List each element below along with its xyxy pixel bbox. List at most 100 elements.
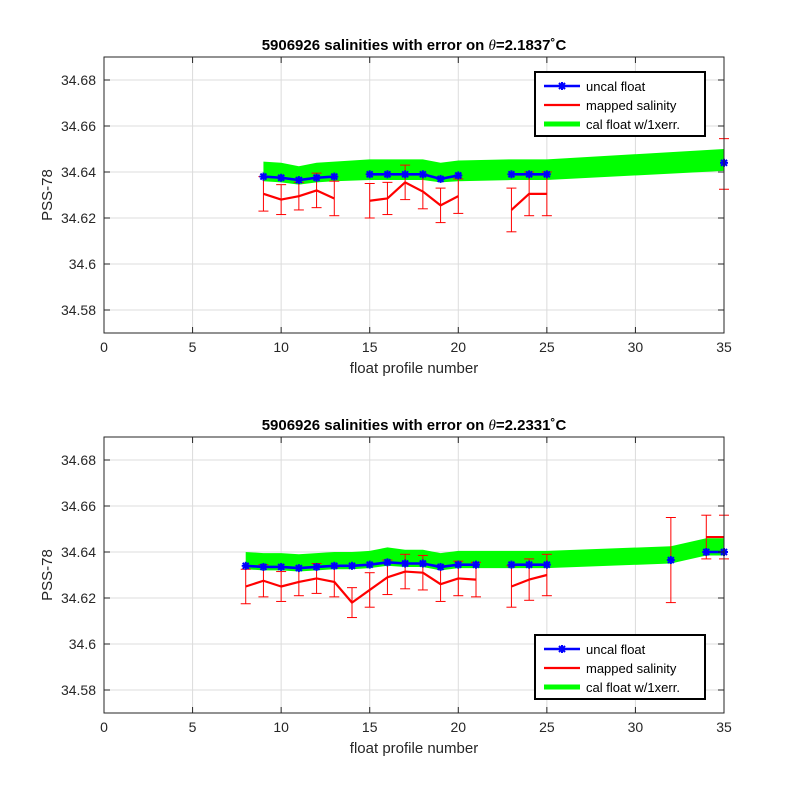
uncal-float-point	[454, 560, 463, 569]
uncal-float-point	[666, 556, 675, 565]
marker-stroke	[454, 171, 462, 180]
error-bar	[276, 571, 287, 602]
title-unit: ˚C	[550, 417, 566, 434]
uncal-float-point	[454, 171, 463, 180]
marker-stroke	[419, 559, 427, 568]
legend: uncal float mapped salinity cal float w/1x…	[534, 634, 706, 700]
bottom-chart: 0 5 10 15 20 25 30 35 34.58 34.6 34.62 34.64 34.66 34…	[39, 417, 732, 757]
mapped-salinity-line	[369, 181, 459, 207]
x-tick-label: 25	[539, 719, 555, 735]
marker-stroke	[242, 562, 250, 570]
x-tick-label: 0	[100, 339, 108, 355]
uncal-float-point	[294, 564, 303, 573]
marker-stroke	[525, 170, 533, 179]
grid	[104, 437, 724, 713]
error-bar	[329, 180, 340, 217]
uncal-float-point	[436, 174, 445, 183]
marker-stroke	[436, 563, 445, 571]
uncal-float-point	[241, 561, 250, 570]
marker-stroke	[543, 170, 551, 179]
marker-stroke	[259, 563, 268, 571]
uncal-float-point	[348, 561, 356, 570]
marker-stroke	[436, 175, 445, 183]
y-tick-label: 34.64	[61, 544, 96, 560]
uncal-float-point	[702, 548, 711, 556]
legend-label: mapped salinity	[586, 98, 677, 113]
x-axis-label: float profile number	[350, 360, 478, 377]
uncal-float-point	[525, 170, 534, 179]
uncal-float-point	[472, 560, 480, 569]
marker-stroke	[525, 560, 533, 569]
uncal-float-point	[507, 560, 516, 569]
uncal-float-point	[436, 562, 445, 571]
legend-label: cal float w/1xerr.	[586, 680, 680, 695]
x-tick-label: 10	[273, 719, 289, 735]
marker-stroke	[348, 562, 356, 570]
uncal-float-point	[277, 562, 286, 571]
legend: uncal float mapped salinity cal float w/1x…	[534, 71, 706, 137]
uncal-float-point	[507, 170, 516, 179]
x-tick-label: 20	[450, 719, 466, 735]
x-tick-label: 0	[100, 719, 108, 735]
x-tick-label: 25	[539, 339, 555, 355]
uncal-float-point	[383, 558, 392, 567]
error-bar	[347, 587, 357, 619]
uncal-float-point	[312, 562, 321, 571]
marker-stroke	[277, 563, 285, 571]
title-unit: ˚C	[550, 37, 566, 54]
y-tick-label: 34.62	[61, 590, 96, 606]
x-tick-label: 30	[628, 719, 644, 735]
y-axis-label: PSS-78	[39, 549, 56, 601]
y-tick-label: 34.68	[61, 72, 96, 88]
legend-label: cal float w/1xerr.	[586, 117, 680, 132]
title-value: =2.1837	[496, 37, 551, 54]
marker-stroke	[277, 174, 285, 182]
error-bar	[364, 572, 375, 608]
y-tick-label: 34.68	[61, 452, 96, 468]
y-tick-label: 34.58	[61, 302, 96, 318]
marker-stroke	[543, 560, 551, 569]
title-prefix: 5906926 salinities with error on	[262, 417, 489, 434]
uncal-float-point	[294, 176, 303, 185]
x-tick-label: 20	[450, 339, 466, 355]
marker-stroke	[383, 170, 392, 179]
uncal-float-point	[542, 560, 551, 569]
legend-item: mapped salinity	[544, 661, 677, 676]
marker-stroke	[667, 556, 675, 564]
marker-stroke	[366, 560, 374, 569]
uncal-float-point	[330, 172, 339, 181]
y-tick-label: 34.58	[61, 682, 96, 698]
marker-stroke	[330, 562, 338, 570]
x-tick-label: 10	[273, 339, 289, 355]
uncal-float-point	[525, 560, 534, 569]
marker-stroke	[419, 170, 427, 179]
y-tick-label: 34.66	[61, 498, 96, 514]
axes-box	[103, 436, 725, 714]
legend-item: mapped salinity	[544, 98, 677, 113]
legend-item: uncal float	[544, 642, 646, 657]
y-axis-label: PSS-78	[39, 169, 56, 221]
y-tick-label: 34.6	[69, 636, 96, 652]
legend-label: uncal float	[586, 79, 646, 94]
marker-stroke	[507, 560, 516, 569]
cal-float-band	[263, 149, 724, 185]
uncal-float-point	[365, 170, 374, 179]
x-tick-label: 35	[716, 339, 732, 355]
marker-stroke	[472, 560, 480, 569]
y-tick-label: 34.62	[61, 210, 96, 226]
uncal-float-point	[312, 173, 321, 182]
x-tick-label: 5	[189, 719, 197, 735]
marker-stroke	[507, 170, 516, 179]
x-tick-label: 15	[362, 719, 378, 735]
marker-stroke	[295, 564, 303, 572]
legend-marker	[558, 645, 566, 653]
error-bar	[364, 183, 375, 219]
marker-stroke	[330, 172, 338, 181]
uncal-float-point	[401, 170, 410, 179]
marker-stroke	[401, 170, 409, 179]
legend-label: uncal float	[586, 642, 646, 657]
axes-box	[103, 56, 725, 334]
marker-stroke	[295, 176, 303, 184]
marker-stroke	[312, 563, 321, 571]
